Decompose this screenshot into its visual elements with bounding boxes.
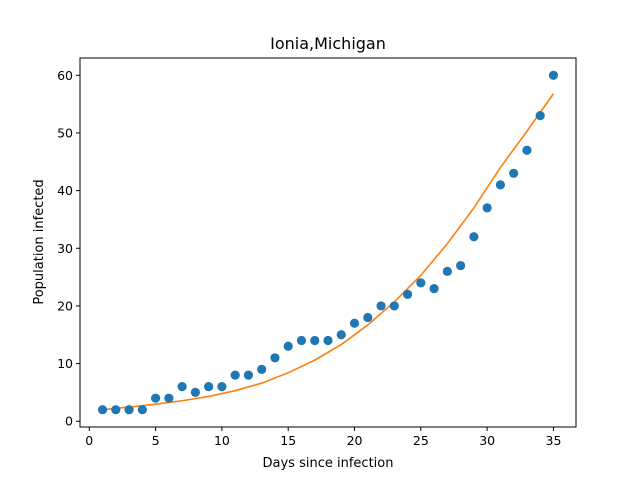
data-point	[323, 335, 333, 346]
data-point	[270, 353, 280, 363]
x-tick-label: 35	[546, 433, 562, 448]
x-axis: 0 5 10 15 20 25 30 35	[85, 427, 561, 448]
data-point	[164, 393, 174, 403]
data-point	[97, 405, 108, 415]
data-point	[416, 278, 426, 288]
data-point	[243, 370, 254, 380]
x-tick-label: 15	[280, 433, 296, 448]
data-point	[310, 335, 320, 346]
data-point	[349, 318, 360, 328]
data-point	[495, 180, 506, 190]
y-tick-label: 50	[57, 125, 73, 140]
data-point	[548, 70, 559, 80]
fit-curve-line	[102, 93, 555, 411]
data-point	[217, 382, 227, 392]
data-point	[469, 232, 479, 242]
x-tick-label: 5	[152, 433, 160, 448]
y-axis-label: Population infected	[32, 179, 47, 304]
data-point	[522, 145, 532, 155]
data-point	[456, 260, 466, 271]
data-point	[376, 301, 386, 311]
y-tick-label: 40	[57, 183, 73, 198]
data-point	[111, 405, 121, 415]
data-point	[429, 284, 439, 294]
data-point	[535, 111, 545, 121]
y-tick-label: 60	[57, 68, 73, 83]
data-point	[442, 266, 452, 276]
data-point	[389, 301, 399, 311]
y-tick-label: 0	[65, 414, 73, 429]
x-tick-label: 20	[347, 433, 363, 448]
x-tick-label: 10	[214, 433, 230, 448]
data-point	[177, 382, 187, 392]
x-tick-label: 30	[479, 433, 495, 448]
data-point	[283, 341, 293, 351]
data-point	[190, 387, 200, 398]
data-point	[402, 289, 413, 299]
data-point	[336, 330, 346, 340]
data-point	[509, 168, 519, 178]
data-point	[296, 335, 307, 346]
data-point	[204, 382, 214, 392]
data-point	[137, 405, 147, 415]
y-tick-label: 20	[57, 298, 73, 313]
plot-frame	[79, 57, 577, 428]
x-axis-label: Days since infection	[263, 456, 394, 471]
data-point	[150, 393, 161, 403]
y-axis: 0 10 20 30 40 50 60	[57, 68, 80, 429]
data-point	[257, 364, 267, 374]
x-tick-label: 0	[85, 433, 93, 448]
data-point	[124, 405, 134, 415]
y-tick-label: 30	[57, 241, 73, 256]
x-tick-label: 25	[413, 433, 429, 448]
plot-area	[97, 70, 559, 415]
chart-title: Ionia,Michigan	[270, 34, 386, 53]
y-tick-label: 10	[57, 356, 73, 371]
data-point	[482, 203, 492, 213]
data-point	[230, 370, 240, 380]
data-point	[363, 312, 373, 323]
